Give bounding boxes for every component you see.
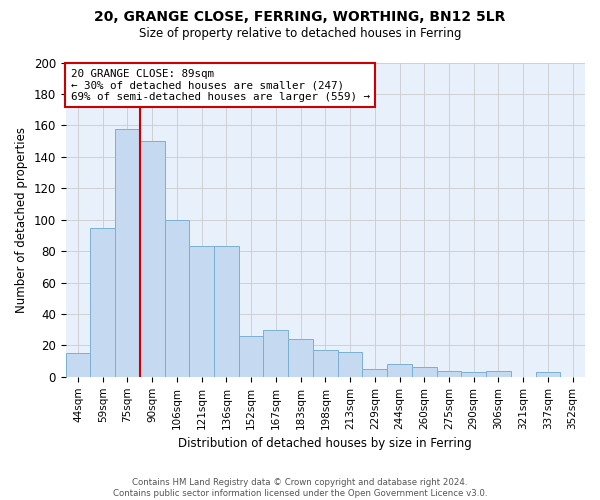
Bar (214, 246, 239, 377)
Bar (536, 372, 560, 377)
Bar (412, 368, 437, 377)
Bar (461, 372, 486, 377)
Bar (288, 339, 313, 377)
Bar (115, 128, 140, 377)
Bar (140, 141, 164, 377)
Bar (263, 330, 288, 377)
Bar (437, 370, 461, 377)
Bar (164, 220, 190, 377)
Text: 20, GRANGE CLOSE, FERRING, WORTHING, BN12 5LR: 20, GRANGE CLOSE, FERRING, WORTHING, BN1… (94, 10, 506, 24)
Text: Contains HM Land Registry data © Crown copyright and database right 2024.
Contai: Contains HM Land Registry data © Crown c… (113, 478, 487, 498)
X-axis label: Distribution of detached houses by size in Ferring: Distribution of detached houses by size … (178, 437, 472, 450)
Bar (362, 369, 387, 377)
Bar (65, 353, 91, 377)
Y-axis label: Number of detached properties: Number of detached properties (15, 126, 28, 312)
Text: 20 GRANGE CLOSE: 89sqm
← 30% of detached houses are smaller (247)
69% of semi-de: 20 GRANGE CLOSE: 89sqm ← 30% of detached… (71, 69, 370, 102)
Bar (387, 364, 412, 377)
Text: Size of property relative to detached houses in Ferring: Size of property relative to detached ho… (139, 28, 461, 40)
Bar (239, 336, 263, 377)
Bar (313, 350, 338, 377)
Bar (91, 228, 115, 377)
Bar (486, 370, 511, 377)
Bar (190, 246, 214, 377)
Bar (338, 352, 362, 377)
